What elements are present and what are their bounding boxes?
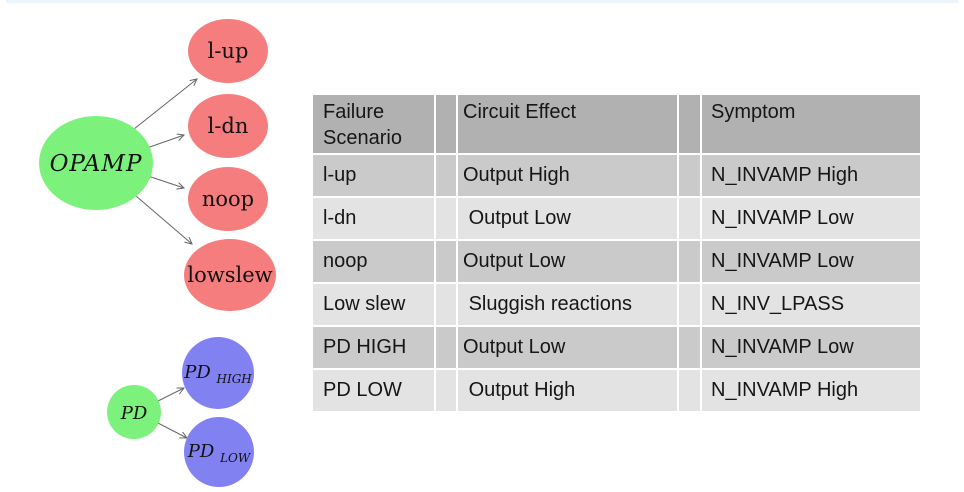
edge-opamp-lup (133, 79, 197, 130)
node-pd-high: PD HIGH (182, 337, 254, 409)
table-row: PD LOW Output High N_INVAMP High (313, 370, 920, 411)
cell-effect: Output High (458, 155, 677, 196)
l-dn-label: l-dn (208, 114, 249, 138)
spacer-cell (679, 155, 700, 196)
table-header-row: Failure Scenario Circuit Effect Symptom (313, 95, 920, 153)
opamp-edges (133, 79, 197, 244)
cell-symptom: N_INVAMP Low (702, 241, 920, 282)
edge-opamp-ldn (146, 135, 184, 149)
lowslew-ellipse (184, 239, 276, 311)
spacer-cell (436, 198, 456, 239)
table-row: PD HIGH Output Low N_INVAMP Low (313, 327, 920, 368)
pd-low-label: PD LOW (187, 441, 252, 465)
spacer-cell (679, 241, 700, 282)
cell-symptom: N_INVAMP Low (702, 198, 920, 239)
pd-low-circle (184, 417, 254, 487)
cell-symptom: N_INVAMP High (702, 370, 920, 411)
fault-tree-diagram: OPAMP l-up l-dn noop lowslew PD PD (39, 19, 276, 487)
node-opamp: OPAMP (39, 116, 153, 210)
edge-opamp-noop (147, 175, 184, 188)
table-row: Low slew Sluggish reactions N_INV_LPASS (313, 284, 920, 325)
pd-high-label: PD HIGH (183, 362, 252, 386)
pd-edges (155, 388, 187, 438)
cell-effect: Output Low (458, 241, 677, 282)
cell-scenario: noop (313, 241, 434, 282)
l-up-label: l-up (208, 39, 249, 63)
cell-effect: Output High (458, 370, 677, 411)
spacer-cell (436, 370, 456, 411)
failure-scenario-table: Failure Scenario Circuit Effect Symptom … (311, 93, 922, 413)
cell-scenario: l-up (313, 155, 434, 196)
noop-label: noop (202, 187, 254, 211)
node-pd: PD (107, 385, 161, 439)
spacer-cell (679, 327, 700, 368)
spacer-cell (679, 370, 700, 411)
edge-opamp-lowslew (135, 195, 192, 244)
pd-low-label-main: PD (187, 441, 215, 462)
table-row: l-dn Output Low N_INVAMP Low (313, 198, 920, 239)
cell-scenario: PD HIGH (313, 327, 434, 368)
top-highlight-strip (6, 0, 958, 3)
lowslew-label: lowslew (187, 263, 272, 287)
header-failure-scenario: Failure Scenario (313, 95, 434, 153)
spacer-cell (436, 95, 456, 153)
node-l-dn: l-dn (188, 94, 268, 158)
spacer-cell (436, 327, 456, 368)
node-l-up: l-up (188, 19, 268, 83)
opamp-label: OPAMP (50, 151, 143, 177)
node-lowslew: lowslew (184, 239, 276, 311)
cell-symptom: N_INVAMP High (702, 155, 920, 196)
node-noop: noop (188, 167, 268, 231)
header-symptom: Symptom (702, 95, 920, 153)
pd-high-circle (182, 337, 254, 409)
table-row: l-up Output High N_INVAMP High (313, 155, 920, 196)
noop-ellipse (188, 167, 268, 231)
l-dn-ellipse (188, 94, 268, 158)
cell-scenario: PD LOW (313, 370, 434, 411)
cell-symptom: N_INV_LPASS (702, 284, 920, 325)
header-circuit-effect: Circuit Effect (458, 95, 677, 153)
edge-pd-pdlow (155, 421, 187, 438)
cell-effect: Output Low (458, 198, 677, 239)
spacer-cell (679, 95, 700, 153)
spacer-cell (436, 241, 456, 282)
pd-high-label-main: PD (183, 362, 211, 383)
table-row: noop Output Low N_INVAMP Low (313, 241, 920, 282)
pd-circle (107, 385, 161, 439)
cell-symptom: N_INVAMP Low (702, 327, 920, 368)
opamp-ellipse (39, 116, 153, 210)
cell-effect: Output Low (458, 327, 677, 368)
spacer-cell (436, 284, 456, 325)
pd-low-label-sub: LOW (219, 451, 252, 465)
l-up-ellipse (188, 19, 268, 83)
pd-label: PD (120, 403, 148, 424)
spacer-cell (679, 284, 700, 325)
spacer-cell (436, 155, 456, 196)
cell-scenario: l-dn (313, 198, 434, 239)
edge-pd-pdhigh (155, 388, 184, 403)
spacer-cell (679, 198, 700, 239)
cell-effect: Sluggish reactions (458, 284, 677, 325)
cell-scenario: Low slew (313, 284, 434, 325)
node-pd-low: PD LOW (184, 417, 254, 487)
pd-high-label-sub: HIGH (216, 372, 253, 386)
